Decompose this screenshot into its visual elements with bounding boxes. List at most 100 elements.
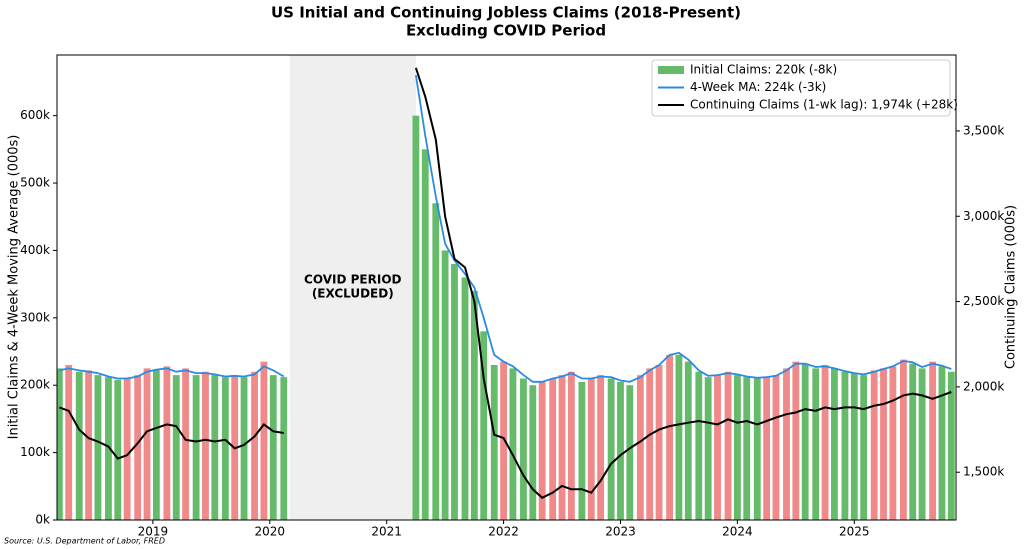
bar bbox=[192, 375, 200, 520]
bar bbox=[500, 361, 507, 520]
x-tick-label: 2022 bbox=[488, 525, 519, 539]
bar bbox=[202, 371, 209, 520]
bar bbox=[889, 366, 897, 520]
bar bbox=[938, 366, 946, 520]
y-tick-label: 500k bbox=[20, 176, 50, 190]
legend-box bbox=[651, 59, 951, 117]
bar bbox=[123, 378, 131, 520]
bar bbox=[792, 361, 800, 520]
bar bbox=[558, 375, 566, 520]
y-tick-label: 200k bbox=[20, 378, 50, 392]
bar bbox=[918, 368, 926, 520]
bar bbox=[451, 263, 458, 520]
bar bbox=[240, 377, 248, 520]
bar bbox=[860, 375, 868, 520]
bar bbox=[724, 371, 732, 520]
bar bbox=[947, 371, 955, 520]
chart-title: Excluding COVID Period bbox=[406, 22, 606, 40]
bar bbox=[134, 375, 142, 520]
x-tick-label: 2019 bbox=[138, 525, 169, 539]
chart-title: US Initial and Continuing Jobless Claims… bbox=[271, 4, 741, 22]
bar bbox=[65, 365, 73, 520]
bar bbox=[909, 363, 917, 520]
bar bbox=[899, 359, 907, 520]
bar bbox=[821, 365, 829, 520]
bar bbox=[597, 375, 605, 520]
bar bbox=[841, 371, 849, 520]
bar bbox=[412, 115, 420, 520]
bar bbox=[85, 370, 92, 520]
y2-tick-label: 2,500k bbox=[963, 294, 1004, 308]
bar bbox=[57, 368, 63, 520]
bar bbox=[163, 366, 171, 520]
plot-frame bbox=[56, 54, 957, 521]
bar bbox=[470, 290, 478, 520]
bar bbox=[221, 377, 229, 520]
bar bbox=[251, 371, 258, 520]
bar bbox=[421, 149, 429, 520]
bar bbox=[567, 371, 575, 520]
bar bbox=[812, 368, 820, 520]
annotation: (EXCLUDED) bbox=[312, 287, 394, 301]
y-tick-label: 0k bbox=[35, 513, 50, 527]
bar bbox=[646, 368, 654, 520]
bar bbox=[432, 203, 440, 520]
bar bbox=[783, 368, 790, 520]
bar bbox=[753, 378, 761, 520]
legend-label: Continuing Claims (1-wk lag): 1,974k (+2… bbox=[690, 98, 958, 112]
bar bbox=[772, 375, 780, 520]
y2-tick-label: 3,500k bbox=[963, 123, 1004, 137]
y2-tick-label: 3,000k bbox=[963, 209, 1004, 223]
y-tick-label: 400k bbox=[20, 243, 50, 257]
bar bbox=[870, 370, 878, 520]
bar bbox=[666, 354, 673, 520]
bar bbox=[529, 385, 537, 520]
bar bbox=[655, 365, 663, 520]
bar bbox=[743, 377, 751, 520]
bar bbox=[211, 375, 219, 520]
bar bbox=[617, 381, 624, 520]
bar bbox=[704, 377, 712, 520]
bar bbox=[143, 368, 151, 520]
bar bbox=[509, 368, 517, 520]
bar bbox=[801, 363, 809, 520]
bar bbox=[549, 378, 557, 520]
bar bbox=[75, 371, 83, 520]
bar bbox=[675, 354, 683, 520]
bar bbox=[763, 377, 771, 520]
bar bbox=[114, 379, 122, 520]
bar bbox=[880, 368, 887, 520]
x-tick-label: 2025 bbox=[839, 525, 870, 539]
x-tick-label: 2023 bbox=[605, 525, 636, 539]
bar bbox=[105, 377, 112, 520]
bar bbox=[636, 375, 644, 520]
bar bbox=[695, 371, 703, 520]
bar bbox=[831, 368, 838, 520]
y-tick-label: 100k bbox=[20, 445, 50, 459]
annotation: COVID PERIOD bbox=[304, 273, 401, 287]
bar bbox=[520, 378, 527, 520]
bar bbox=[538, 381, 546, 520]
plot-area bbox=[57, 67, 955, 520]
bar bbox=[461, 277, 469, 520]
y-axis-label: Initial Claims & 4-Week Moving Average (… bbox=[7, 135, 22, 440]
bar bbox=[733, 375, 741, 520]
line bbox=[59, 75, 952, 383]
y2-tick-label: 2,000k bbox=[963, 379, 1004, 393]
legend-label: 4-Week MA: 224k (-3k) bbox=[690, 80, 826, 94]
bar bbox=[587, 378, 595, 520]
source-note: Source: U.S. Department of Labor, FRED bbox=[4, 537, 165, 546]
excluded-span bbox=[289, 55, 416, 520]
legend-label: Initial Claims: 220k (-8k) bbox=[690, 63, 837, 77]
y-tick-label: 300k bbox=[20, 310, 50, 324]
bar bbox=[714, 375, 721, 520]
bar bbox=[578, 381, 586, 520]
y2-axis-label: Continuing Claims (000s) bbox=[1004, 205, 1019, 369]
y-tick-label: 600k bbox=[20, 108, 50, 122]
bar bbox=[480, 331, 488, 520]
bar bbox=[607, 378, 615, 520]
bar bbox=[490, 365, 498, 520]
x-tick-label: 2024 bbox=[722, 525, 753, 539]
bar bbox=[441, 250, 449, 520]
